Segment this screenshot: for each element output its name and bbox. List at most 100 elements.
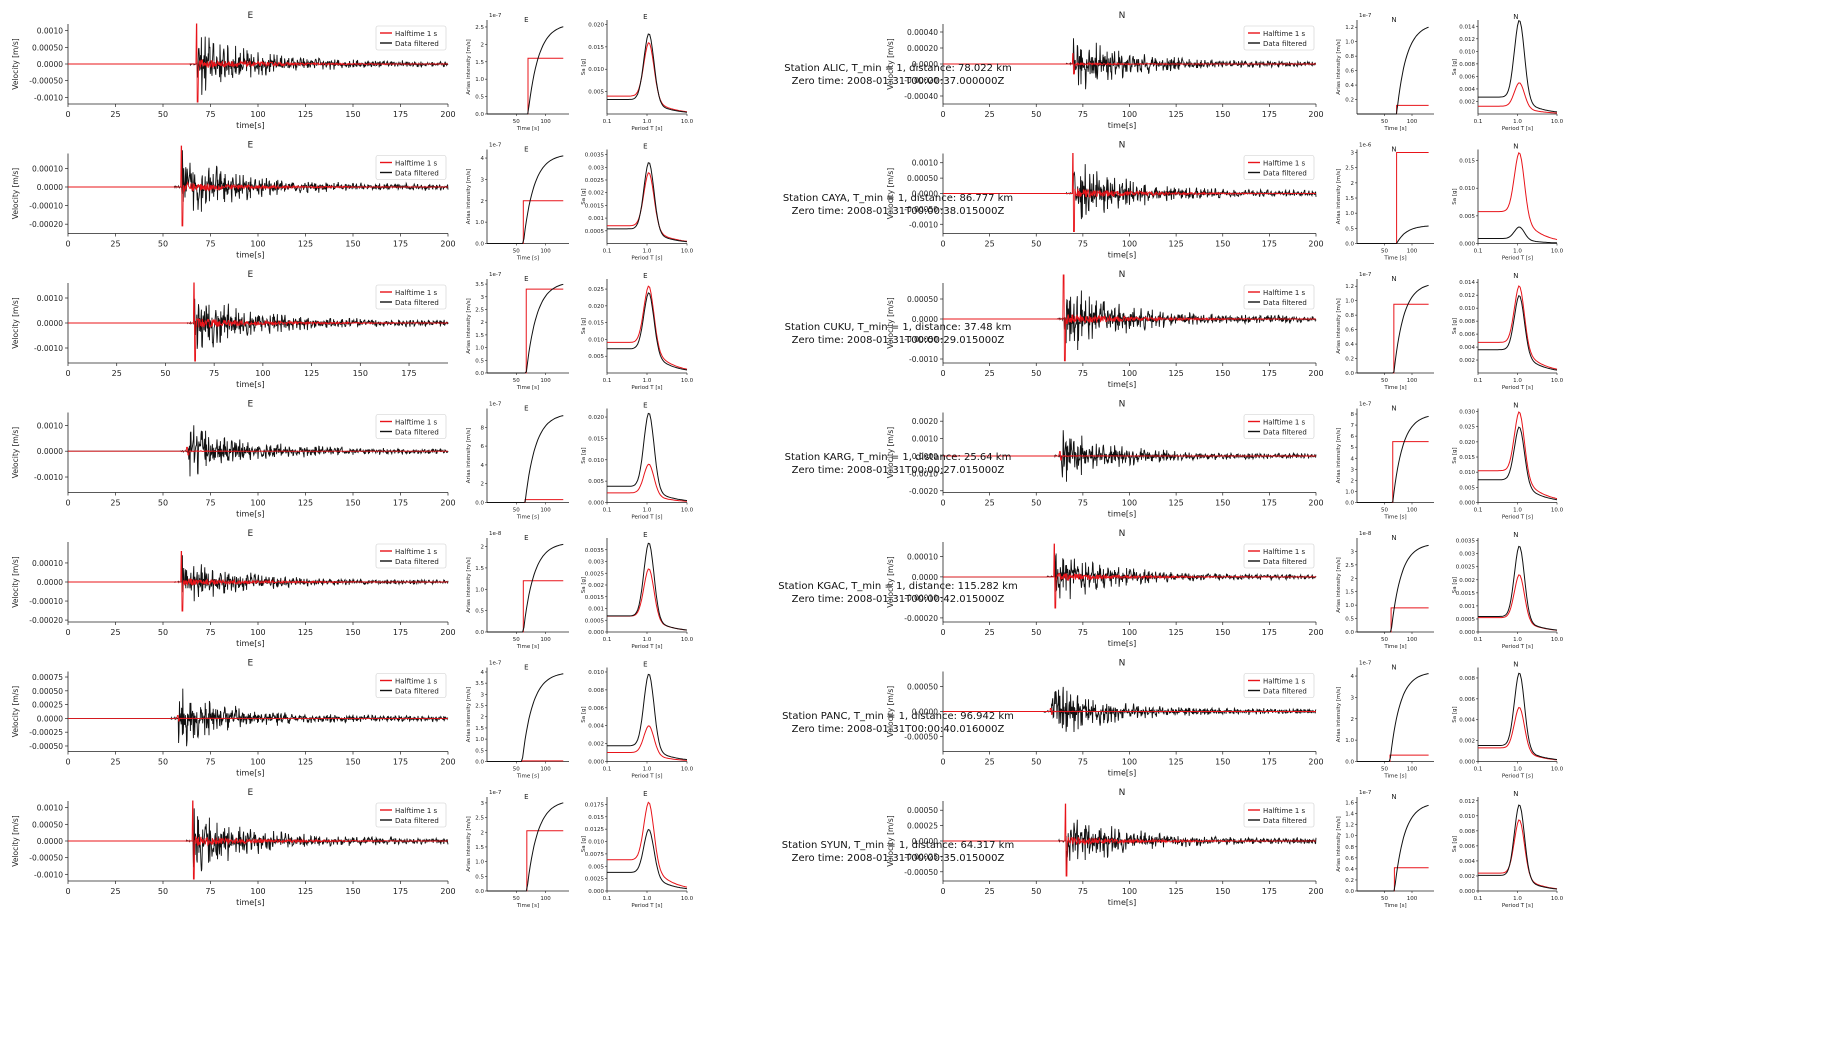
row4-E-sa-ytick-label: 0.001 (588, 607, 604, 613)
row2-E-xtick-label: 75 (209, 369, 219, 378)
row3-E-arias-ytick-label: 2 (481, 482, 485, 488)
row3-E-legend-halftime-label: Halftime 1 s (395, 419, 438, 427)
row5-E-arias-ytick-label: 4 (481, 670, 485, 676)
row0-E-sa-ytick-label: 0.010 (588, 67, 604, 73)
row3-N-arias-ylabel: Arias intensity [m/s] (1336, 428, 1342, 484)
row3-N-sa-ytick-label: 0.000 (1459, 501, 1475, 507)
row1-N-arias-ytick-label: 1.0 (1345, 211, 1354, 217)
row0-E-sa-data (607, 33, 688, 113)
row3-N-xtick-label: 150 (1215, 499, 1230, 508)
row5-N-xtick-label: 75 (1078, 758, 1088, 767)
row1-E-sa-xlabel: Period T [s] (631, 256, 662, 262)
row4-N-sa-title: N (1513, 531, 1518, 539)
row6-N-xtick-label: 100 (1122, 887, 1137, 896)
row5-E-xtick-label: 175 (393, 758, 408, 767)
row2-N-arias-ytick-label: 0.8 (1345, 313, 1354, 319)
row2-E-velocity-xlabel: time[s] (236, 380, 264, 389)
row6-N-arias-ytick-label: 1.0 (1345, 834, 1354, 840)
row5-N-sa-ytick-label: 0.004 (1459, 718, 1475, 724)
row5-N-xtick-label: 150 (1215, 758, 1230, 767)
row2-N-arias-ytick-label: 0.4 (1345, 342, 1354, 348)
row6-N-sa-xlabel: Period T [s] (1502, 903, 1533, 909)
row4-N-legend (1243, 543, 1315, 569)
row5-N-xtick-label: 25 (985, 758, 995, 767)
row3-E-xtick-label: 175 (393, 499, 408, 508)
row6-N-arias-xtick-label: 100 (1407, 896, 1418, 902)
row5-E-halftime-line (68, 715, 448, 722)
row2-N-ytick-label: 0.00050 (907, 295, 938, 304)
row5-N-sa-ylabel: Sa [g] (1452, 706, 1458, 722)
row6-N-sa-ytick-label: 0.006 (1459, 844, 1475, 850)
row6-N-ytick-label: 0.0000 (912, 837, 938, 846)
row5-N-sa-xtick-label: 10.0 (1551, 767, 1564, 773)
row1-E-arias-data (487, 155, 564, 244)
row1-E-sa-xtick-label: 0.1 (603, 249, 612, 255)
row5-N-arias-ytick-label: 1.0 (1345, 738, 1354, 744)
row5-E-xtick-label: 125 (298, 758, 313, 767)
row1-E-legend (375, 155, 447, 180)
row3-N-xtick-label: 175 (1262, 499, 1277, 508)
row3-N-ytick-label: 0.0000 (912, 452, 938, 461)
row5-N-ytick-label: 0.0000 (912, 708, 938, 717)
row6-N-sa-xtick-label: 10.0 (1551, 896, 1564, 902)
row3-N-legend (1243, 414, 1315, 439)
row6-E-xtick-label: 50 (158, 887, 168, 896)
row0-N-xtick-label: 75 (1078, 110, 1088, 119)
row6-E-sa-xtick-label: 0.1 (603, 896, 612, 902)
row4-N-xtick-label: 50 (1031, 628, 1041, 637)
row0-N-xtick-label: 175 (1262, 110, 1277, 119)
row6-N-xtick-label: 150 (1215, 887, 1230, 896)
row2-E-ytick-label: 0.0000 (37, 319, 63, 328)
row5-E-arias-title: E (524, 664, 528, 672)
row5-E-arias-ytick-label: 1.5 (475, 726, 484, 732)
row3-N-ytick-label: 0.0010 (912, 435, 938, 444)
row6-N-ytick-label: 0.00025 (907, 822, 938, 831)
row5-E-arias-ytick-label: 3.5 (475, 681, 484, 687)
row0-E-velocity-title: E (248, 11, 254, 21)
row1-N-xtick-label: 150 (1215, 240, 1230, 249)
row5-E-velocity-ylabel: Velocity [m/s] (11, 686, 20, 737)
row0-E-arias-ytick-label: 1.5 (475, 60, 484, 66)
row2-E-sa-xtick-label: 10.0 (681, 378, 694, 384)
row6-E-sa-xtick-label: 10.0 (681, 896, 694, 902)
row6-N-sa-ytick-label: 0.002 (1459, 874, 1475, 880)
row0-N-xtick-label: 125 (1168, 110, 1183, 119)
row1-N-xtick-label: 100 (1122, 240, 1137, 249)
row0-E-sa-xtick-label: 10.0 (681, 119, 694, 125)
row0-E-arias-xtick-label: 100 (540, 119, 551, 125)
row4-E-sa-ytick-label: 0.0025 (585, 571, 605, 577)
row0-E-halftime-line (68, 23, 449, 103)
row0-E-legend-data-label: Data filtered (395, 40, 439, 48)
row0-N-arias-ytick-label: 0.6 (1345, 69, 1354, 75)
row4-E-legend-data-label: Data filtered (395, 558, 439, 566)
row4-N-sa-ytick-label: 0.0015 (1456, 591, 1476, 597)
row3-E-sa-ytick-label: 0.020 (588, 415, 604, 421)
row6-N-ytick-label: -0.00025 (904, 852, 938, 861)
row5-N-sa-data (1478, 672, 1558, 760)
row3-E-arias-xlabel: Time [s] (516, 515, 539, 521)
row4-N-sa-xtick-label: 10.0 (1551, 637, 1564, 643)
row0-E-xtick-label: 175 (393, 110, 408, 119)
row5-E-legend-halftime-label: Halftime 1 s (395, 678, 438, 686)
row5-N-arias-ytick-label: 4 (1351, 674, 1355, 680)
row5-N-arias-ytick-label: 0.0 (1345, 760, 1354, 766)
row0-N-legend-halftime-label: Halftime 1 s (1263, 30, 1306, 38)
row6-N-arias-data (1357, 804, 1429, 892)
row2-N-velocity-title: N (1119, 270, 1126, 280)
row6-E-halftime-line (68, 800, 449, 880)
row4-E-sa-halftime (607, 568, 688, 631)
row6-E-sa-ytick-label: 0.000 (588, 889, 604, 895)
row6-E-arias-exponent: 1e-7 (489, 790, 502, 796)
row6-E-sa-ytick-label: 0.0075 (585, 852, 605, 858)
row1-E-legend-data-label: Data filtered (395, 170, 439, 178)
row6-E-velocity-ylabel: Velocity [m/s] (11, 815, 20, 866)
row3-E-xtick-label: 25 (110, 499, 120, 508)
row5-E-xtick-label: 25 (110, 758, 120, 767)
row6-N-xtick-label: 125 (1168, 887, 1183, 896)
row4-E-velocity-title: E (248, 529, 254, 539)
row3-N-sa-data (1478, 426, 1558, 501)
row6-N-sa-ytick-label: 0.004 (1459, 859, 1475, 865)
row1-E-ytick-label: 0.0000 (37, 183, 63, 192)
row6-N-sa-ylabel: Sa [g] (1452, 836, 1458, 852)
row0-N-xtick-label: 50 (1031, 110, 1041, 119)
